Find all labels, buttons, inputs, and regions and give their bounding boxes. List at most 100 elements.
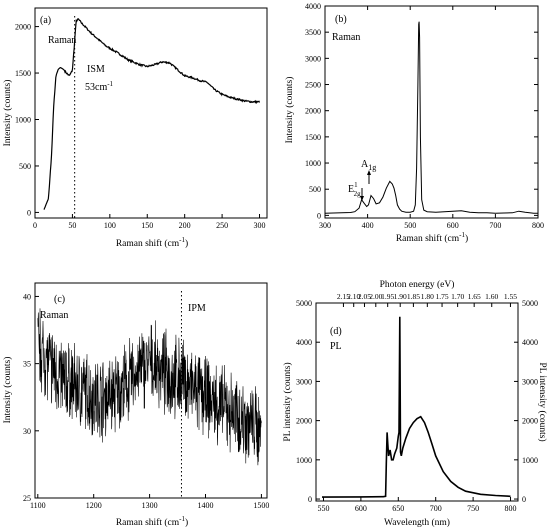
panel-a-plot-frame (34, 7, 268, 219)
panel-b-ticks: 300 400 500 600 700 800 0 500 1000 1500 2000 2500 30… (305, 2, 544, 230)
panel-a-ism-annotation: ISM (87, 64, 105, 75)
panel-a-x-tick-label-5: 250 (216, 221, 228, 230)
panel-c-y-axis-label: Intensity (counts) (2, 357, 13, 424)
panel-b-y-tick-label-4: 2000 (305, 107, 321, 116)
panel-d-x-tick-label-1: 600 (355, 504, 367, 513)
panel-b-x-tick-label-2: 500 (404, 221, 416, 230)
panel-a-y-tick-label-0: 0 (27, 208, 31, 217)
panel-b-y-axis-label: Intensity (counts) (284, 77, 295, 144)
panel-c-y-tick-label-1: 30 (23, 427, 31, 436)
panel-d-y-tick-label-3: 3000 (296, 377, 312, 386)
panel-d-plot-frame (315, 302, 519, 502)
panel-a-y-tick-label-1: 500 (19, 162, 31, 171)
panel-d-y-right-tick-label-1: 1000 (522, 456, 538, 465)
panel-a-x-axis-label: Raman shift (cm-1) (116, 236, 188, 249)
panel-b-y-tick-label-3: 1500 (305, 133, 321, 142)
panel-b-label: (b) (335, 14, 347, 25)
panel-c-x-tick-label-1: 1200 (86, 501, 102, 510)
panel-a-ism-value: 53cm-1 (85, 80, 114, 93)
panel-c-x-tick-label-0: 1100 (30, 501, 46, 510)
panel-b-e2g-sub: 2g (354, 190, 362, 198)
panel-a-y-tick-label-4: 2000 (15, 23, 31, 32)
panel-b-e2g-annotation: E1 2g (348, 181, 361, 198)
panel-b-y-tick-label-8: 4000 (305, 2, 321, 11)
panel-c-raman-annotation: Raman (40, 310, 68, 321)
panel-d-top-tick-label-2: 2.05 (358, 292, 371, 301)
panel-c-spectrum-line (37, 308, 262, 466)
panel-d-top-tick-label-0: 2.15 (337, 292, 350, 301)
panel-b-a1g-arrowhead (367, 170, 371, 175)
panel-a-y-axis-label: Intensity (counts) (2, 80, 13, 147)
panel-d-x-tick-label-2: 650 (392, 504, 404, 513)
panel-d-top-tick-label-12: 1.55 (504, 292, 517, 301)
panel-d-top-tick-label-11: 1.60 (485, 292, 498, 301)
panel-d-y-right-tick-label-0: 0 (522, 495, 526, 504)
panel-b-e2g-sup: 1 (354, 181, 358, 189)
panel-c-ipm-annotation: IPM (188, 303, 206, 314)
panel-a-x-label-main: Raman shift (cm (116, 238, 180, 249)
panel-b-y-tick-label-2: 1000 (305, 159, 321, 168)
panel-d-photoluminescence: 550 600 650 700 750 800 0 0 1000 1000 2000 2000 3000… (282, 279, 548, 528)
panel-c-ticks: 1100 1200 1300 1400 1500 25 30 35 40 (23, 292, 269, 510)
panel-d-ticks: 550 600 650 700 750 800 0 0 1000 1000 2000 2000 3000… (296, 292, 538, 513)
panel-d-y-right-tick-label-3: 3000 (522, 377, 538, 386)
panel-c-raman-ipm: 1100 1200 1300 1400 1500 25 30 35 40 (c) Raman I… (2, 282, 269, 528)
panel-c-y-tick-label-3: 40 (23, 292, 31, 301)
panel-b-x-tick-label-4: 700 (489, 221, 501, 230)
panel-d-top-axis-label: Photon energy (eV) (380, 279, 455, 290)
panel-d-y-right-tick-label-4: 4000 (522, 338, 538, 347)
panel-d-x-tick-label-0: 550 (317, 504, 329, 513)
panel-d-top-tick-label-3: 2.00 (369, 292, 382, 301)
panel-d-top-tick-label-6: 1.85 (407, 292, 420, 301)
panel-d-top-tick-label-5: 1.90 (394, 292, 407, 301)
panel-b-e2g-letter: E (348, 184, 354, 195)
panel-a-ism-value-number: 53cm (85, 82, 107, 93)
panel-c-x-tick-label-4: 1500 (253, 501, 269, 510)
panel-a-ism-value-sup: -1 (107, 80, 113, 88)
panel-d-top-tick-label-9: 1.70 (451, 292, 464, 301)
panel-b-x-label-sup: -1 (459, 231, 465, 239)
panel-d-y-tick-label-5: 5000 (296, 299, 312, 308)
panel-b-y-tick-label-0: 0 (317, 211, 321, 220)
panel-a-raman-low-frequency: 0 50 100 150 200 250 300 0 500 1000 1500 2000 (a) R… (2, 7, 268, 249)
panel-b-a1g-annotation: A1g (361, 159, 376, 172)
panel-b-raman-annotation: Raman (332, 32, 360, 43)
panel-d-y-axis-label: PL intensity (counts) (282, 362, 293, 441)
panel-c-label: (c) (54, 294, 65, 305)
panel-a-y-tick-label-2: 1000 (15, 116, 31, 125)
panel-b-plot-frame (324, 5, 539, 219)
panel-b-x-axis-label: Raman shift (cm-1) (396, 231, 468, 244)
panel-d-label: (d) (330, 326, 342, 337)
panel-d-y-right-tick-label-2: 2000 (522, 417, 538, 426)
panel-b-x-label-end: ) (465, 233, 468, 244)
panel-a-x-tick-label-4: 200 (179, 221, 191, 230)
panel-a-x-tick-label-6: 300 (254, 221, 266, 230)
panel-a-x-label-sup: -1 (179, 236, 185, 244)
panel-b-a1g-letter: A (361, 159, 369, 170)
panel-b-x-label-main: Raman shift (cm (396, 233, 460, 244)
panel-a-y-tick-label-3: 1500 (15, 69, 31, 78)
panel-c-y-tick-label-2: 35 (23, 360, 31, 369)
panel-b-x-tick-label-5: 800 (532, 221, 544, 230)
panel-b-a1g-sub: 1g (368, 163, 376, 172)
panel-d-x-axis-label: Wavelength (nm) (384, 517, 450, 528)
panel-d-top-tick-label-10: 1.65 (468, 292, 481, 301)
panel-d-right-y-axis-label: PL intensity (counts) (537, 362, 548, 441)
panel-a-x-tick-label-1: 50 (68, 221, 76, 230)
panel-b-spectrum-line (324, 21, 538, 214)
panel-d-top-tick-label-7: 1.80 (421, 292, 434, 301)
panel-b-x-tick-label-0: 300 (319, 221, 331, 230)
panel-d-y-tick-label-2: 2000 (296, 417, 312, 426)
panel-a-ticks: 0 50 100 150 200 250 300 0 500 1000 1500 2000 (15, 23, 266, 230)
panel-d-y-right-tick-label-5: 5000 (522, 299, 538, 308)
panel-d-y-tick-label-1: 1000 (296, 456, 312, 465)
panel-c-x-axis-label: Raman shift (cm-1) (116, 515, 188, 528)
panel-d-top-tick-label-8: 1.75 (435, 292, 448, 301)
panel-a-x-label-end: ) (185, 238, 188, 249)
panel-c-x-label-main: Raman shift (cm (116, 517, 180, 528)
panel-d-top-tick-label-4: 1.95 (381, 292, 394, 301)
panel-b-raman-high-frequency: 300 400 500 600 700 800 0 500 1000 1500 2000 2500 30… (284, 2, 544, 244)
panel-d-spectrum-line (321, 316, 511, 498)
panel-b-y-tick-label-7: 3500 (305, 28, 321, 37)
